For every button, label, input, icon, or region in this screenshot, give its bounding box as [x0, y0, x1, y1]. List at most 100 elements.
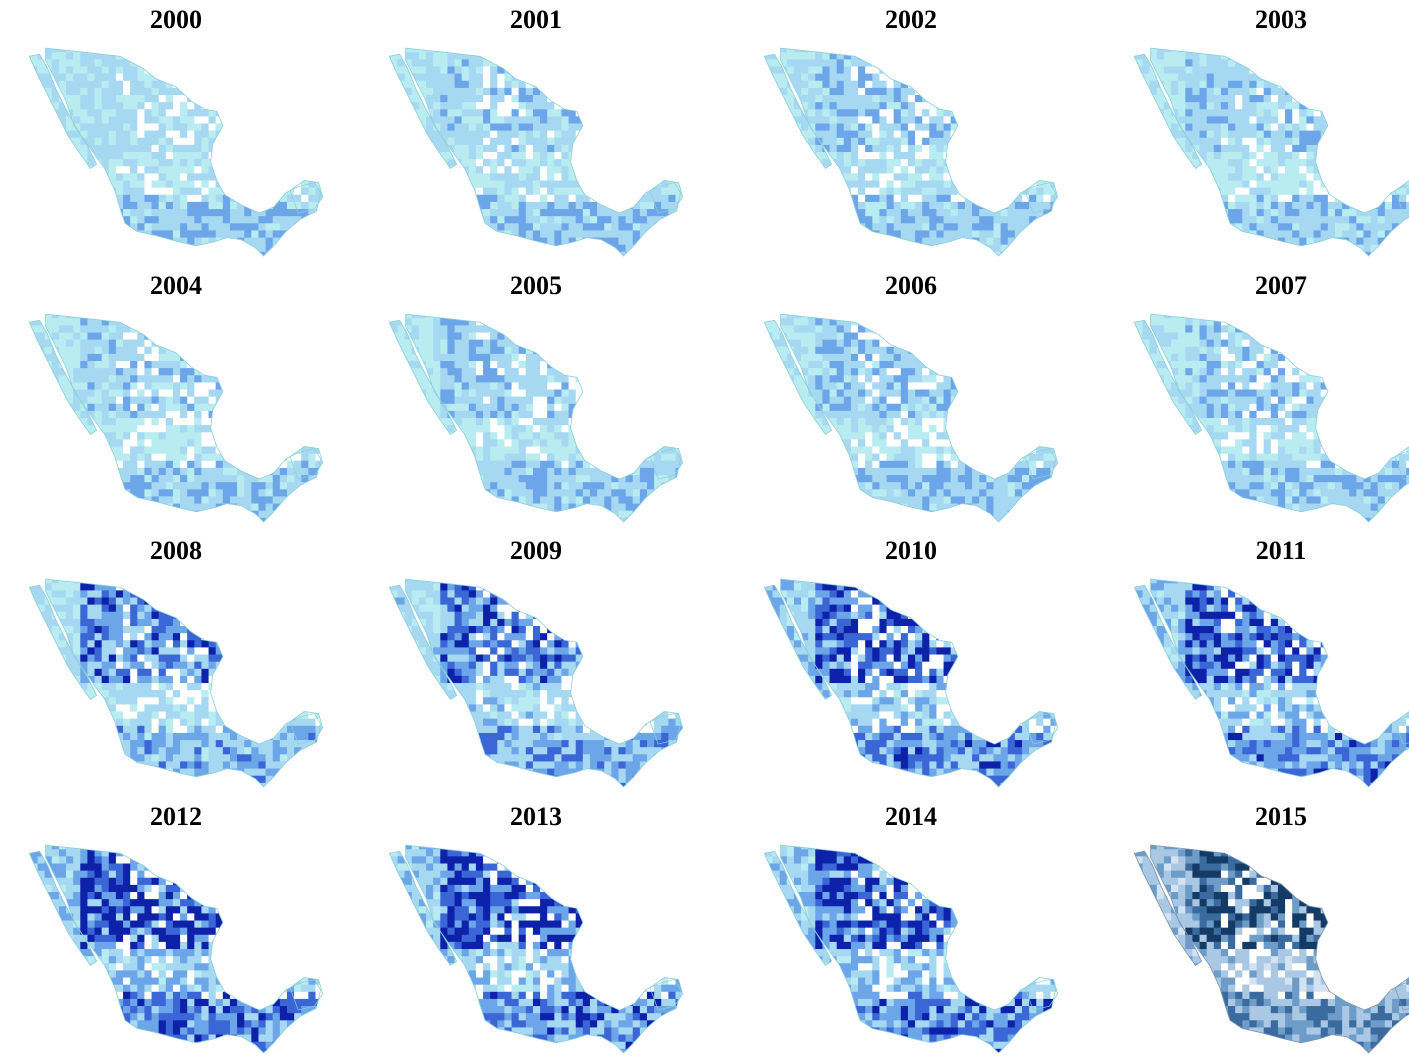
- municipality-cell: [462, 195, 470, 203]
- municipality-cell: [1157, 67, 1165, 75]
- no-data-cell: [483, 152, 490, 159]
- municipality-cell: [30, 131, 38, 139]
- municipality-cell: [1257, 138, 1265, 146]
- no-data-cell: [301, 45, 308, 52]
- municipality-cell: [929, 181, 937, 189]
- municipality-cell: [879, 152, 887, 160]
- municipality-cell: [38, 252, 46, 260]
- municipality-cell: [908, 88, 916, 96]
- municipality-cell: [1306, 38, 1314, 46]
- municipality-cell: [412, 38, 420, 46]
- no-data-cell: [280, 38, 287, 45]
- municipality-cell: [130, 131, 138, 139]
- municipality-cell: [894, 159, 902, 167]
- municipality-cell: [1257, 102, 1265, 110]
- municipality-cell: [808, 102, 816, 110]
- municipality-cell: [497, 188, 505, 196]
- municipality-cell: [315, 223, 323, 231]
- municipality-cell: [251, 145, 259, 153]
- municipality-cell: [908, 159, 916, 167]
- municipality-cell: [201, 45, 209, 53]
- municipality-cell: [447, 109, 455, 117]
- municipality-cell: [787, 131, 795, 139]
- municipality-cell: [258, 202, 266, 210]
- municipality-cell: [837, 138, 845, 146]
- municipality-cell: [504, 238, 512, 246]
- no-data-cell: [1058, 109, 1065, 116]
- municipality-cell: [483, 181, 491, 189]
- municipality-cell: [611, 238, 619, 246]
- municipality-cell: [123, 124, 131, 132]
- municipality-cell: [504, 124, 512, 132]
- municipality-cell: [922, 159, 930, 167]
- municipality-cell: [661, 102, 669, 110]
- no-data-cell: [1015, 152, 1022, 159]
- municipality-cell: [1399, 59, 1407, 67]
- municipality-cell: [66, 81, 74, 89]
- municipality-cell: [1036, 67, 1044, 75]
- municipality-cell: [597, 188, 605, 196]
- municipality-cell: [1143, 152, 1151, 160]
- no-data-cell: [173, 138, 180, 145]
- municipality-cell: [1008, 173, 1016, 181]
- municipality-cell: [758, 109, 766, 117]
- municipality-cell: [476, 216, 484, 224]
- municipality-cell: [958, 166, 966, 174]
- municipality-cell: [979, 252, 987, 260]
- municipality-cell: [294, 124, 302, 132]
- municipality-cell: [38, 124, 46, 132]
- municipality-cell: [780, 38, 788, 46]
- municipality-cell: [1008, 188, 1016, 196]
- municipality-cell: [958, 38, 966, 46]
- municipality-cell: [830, 252, 838, 260]
- municipality-cell: [38, 102, 46, 110]
- municipality-cell: [102, 59, 110, 67]
- municipality-cell: [440, 223, 448, 231]
- municipality-cell: [1022, 209, 1030, 217]
- municipality-cell: [1143, 173, 1151, 181]
- municipality-cell: [844, 131, 852, 139]
- municipality-cell: [780, 81, 788, 89]
- municipality-cell: [159, 138, 167, 146]
- municipality-cell: [1185, 88, 1193, 96]
- municipality-cell: [965, 95, 973, 103]
- municipality-cell: [398, 166, 406, 174]
- municipality-cell: [569, 216, 577, 224]
- municipality-cell: [469, 166, 477, 174]
- municipality-cell: [808, 173, 816, 181]
- municipality-cell: [675, 159, 683, 167]
- municipality-cell: [830, 188, 838, 196]
- municipality-cell: [758, 159, 766, 167]
- municipality-cell: [258, 131, 266, 139]
- municipality-cell: [1242, 52, 1250, 60]
- municipality-cell: [561, 223, 569, 231]
- municipality-cell: [476, 116, 484, 124]
- municipality-cell: [308, 245, 316, 253]
- municipality-cell: [951, 152, 959, 160]
- municipality-cell: [244, 245, 252, 253]
- municipality-cell: [469, 109, 477, 117]
- municipality-cell: [1029, 124, 1037, 132]
- municipality-cell: [830, 238, 838, 246]
- municipality-cell: [822, 124, 830, 132]
- no-data-cell: [1292, 88, 1299, 95]
- municipality-cell: [398, 195, 406, 203]
- municipality-cell: [440, 52, 448, 60]
- municipality-cell: [462, 138, 470, 146]
- municipality-cell: [1008, 238, 1016, 246]
- no-data-cell: [887, 152, 894, 159]
- no-data-cell: [1328, 67, 1335, 74]
- municipality-cell: [929, 88, 937, 96]
- municipality-cell: [315, 216, 323, 224]
- municipality-cell: [38, 188, 46, 196]
- municipality-cell: [201, 145, 209, 153]
- municipality-cell: [526, 88, 534, 96]
- municipality-cell: [1001, 67, 1009, 75]
- municipality-cell: [1150, 145, 1158, 153]
- municipality-cell: [152, 166, 160, 174]
- municipality-cell: [858, 181, 866, 189]
- municipality-cell: [30, 209, 38, 217]
- municipality-cell: [476, 59, 484, 67]
- municipality-cell: [230, 45, 238, 53]
- municipality-cell: [773, 52, 781, 60]
